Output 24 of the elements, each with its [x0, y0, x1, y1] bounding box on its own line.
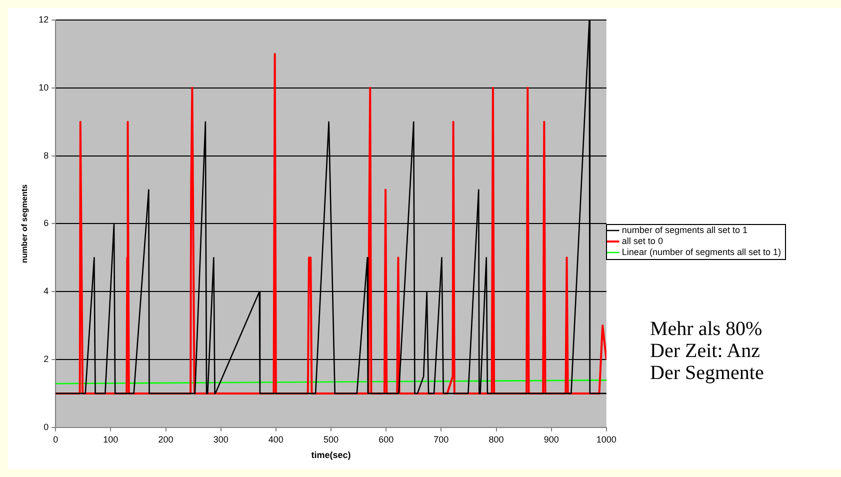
legend-label: number of segments all set to 1 — [622, 224, 748, 235]
x-axis-title: time(sec) — [311, 450, 351, 460]
y-tick-label: 6 — [44, 218, 49, 228]
y-axis-title: number of segments — [20, 184, 30, 264]
x-tick-label: 100 — [103, 434, 118, 444]
x-tick-label: 1000 — [596, 434, 616, 444]
x-tick-label: 500 — [324, 434, 339, 444]
x-tick-label: 400 — [268, 434, 284, 444]
x-tick-label: 700 — [434, 434, 449, 444]
y-tick-label: 4 — [44, 286, 49, 296]
y-tick-label: 8 — [44, 150, 49, 160]
x-tick-label: 200 — [158, 434, 174, 444]
y-tick-label: 0 — [44, 422, 49, 432]
x-tick-label: 800 — [488, 434, 504, 444]
legend-label: all set to 0 — [622, 236, 663, 246]
text: Mehr als 80% Der Zeit: Anz Der Segmente — [650, 318, 764, 384]
x-tick-label: 900 — [544, 434, 559, 444]
y-tick-label: 12 — [38, 14, 49, 24]
x-tick-label: 600 — [378, 434, 394, 444]
y-tick-label: 2 — [44, 354, 49, 364]
x-tick-label: 0 — [53, 434, 58, 444]
legend-label: Linear (number of segments all set to 1) — [622, 246, 782, 257]
x-tick-label: 300 — [213, 434, 228, 444]
y-tick-label: 10 — [38, 82, 49, 92]
